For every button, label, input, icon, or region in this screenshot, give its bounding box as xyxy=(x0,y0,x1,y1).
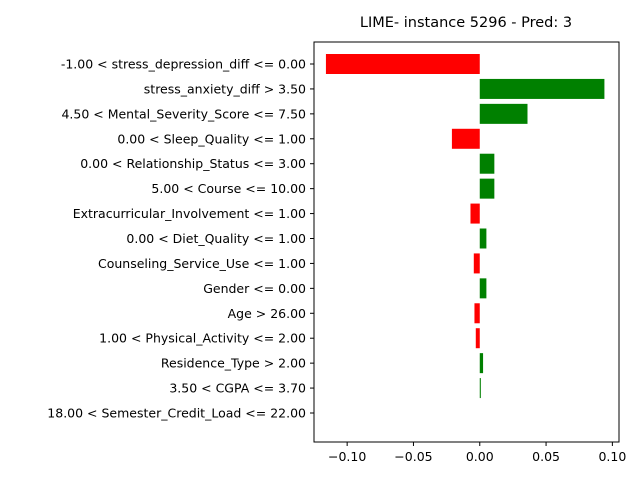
y-tick-label-1: stress_anxiety_diff > 3.50 xyxy=(144,81,306,96)
y-tick-label-14: 18.00 < Semester_Credit_Load <= 22.00 xyxy=(47,406,306,421)
y-tick-label-4: 0.00 < Relationship_Status <= 3.00 xyxy=(80,156,306,171)
y-tick-label-9: Gender <= 0.00 xyxy=(203,281,306,296)
y-tick-label-7: 0.00 < Diet_Quality <= 1.00 xyxy=(126,231,306,246)
y-tick-label-5: 5.00 < Course <= 10.00 xyxy=(151,181,306,196)
y-tick-label-12: Residence_Type > 2.00 xyxy=(161,356,306,371)
bar-5 xyxy=(479,178,495,199)
y-tick-label-10: Age > 26.00 xyxy=(228,306,306,321)
x-tick-label-2: 0.00 xyxy=(466,449,494,464)
bar-0 xyxy=(325,54,480,74)
bar-10 xyxy=(474,303,480,324)
y-tick-label-6: Extracurricular_Involvement <= 1.00 xyxy=(73,206,306,221)
chart-title: LIME- instance 5296 - Pred: 3 xyxy=(360,15,572,31)
bar-7 xyxy=(479,228,487,249)
bar-2 xyxy=(479,103,528,124)
y-tick-label-13: 3.50 < CGPA <= 3.70 xyxy=(169,381,306,396)
y-tick-label-11: 1.00 < Physical_Activity <= 2.00 xyxy=(99,331,306,346)
x-axis: −0.10 −0.05 0.00 0.05 0.10 xyxy=(328,442,626,464)
bar-9 xyxy=(479,278,487,299)
y-tick-label-2: 4.50 < Mental_Severity_Score <= 7.50 xyxy=(61,106,306,121)
bar-3 xyxy=(451,128,480,149)
x-tick-label-4: 0.10 xyxy=(598,449,626,464)
bar-6 xyxy=(470,203,480,224)
bar-4 xyxy=(479,153,495,174)
bar-11 xyxy=(475,328,480,349)
y-tick-label-0: -1.00 < stress_depression_diff <= 0.00 xyxy=(61,57,306,72)
x-tick-label-1: −0.05 xyxy=(394,449,432,464)
bars-group xyxy=(325,54,605,399)
bar-13 xyxy=(479,378,481,399)
bar-12 xyxy=(479,353,484,374)
plot-frame xyxy=(313,41,620,443)
x-tick-label-0: −0.10 xyxy=(328,449,366,464)
bar-1 xyxy=(479,78,605,99)
y-tick-label-3: 0.00 < Sleep_Quality <= 1.00 xyxy=(117,131,306,146)
y-tick-label-8: Counseling_Service_Use <= 1.00 xyxy=(98,256,306,271)
x-tick-label-3: 0.05 xyxy=(532,449,560,464)
y-tick-labels: -1.00 < stress_depression_diff <= 0.00 st… xyxy=(47,57,314,421)
bar-8 xyxy=(473,253,480,274)
